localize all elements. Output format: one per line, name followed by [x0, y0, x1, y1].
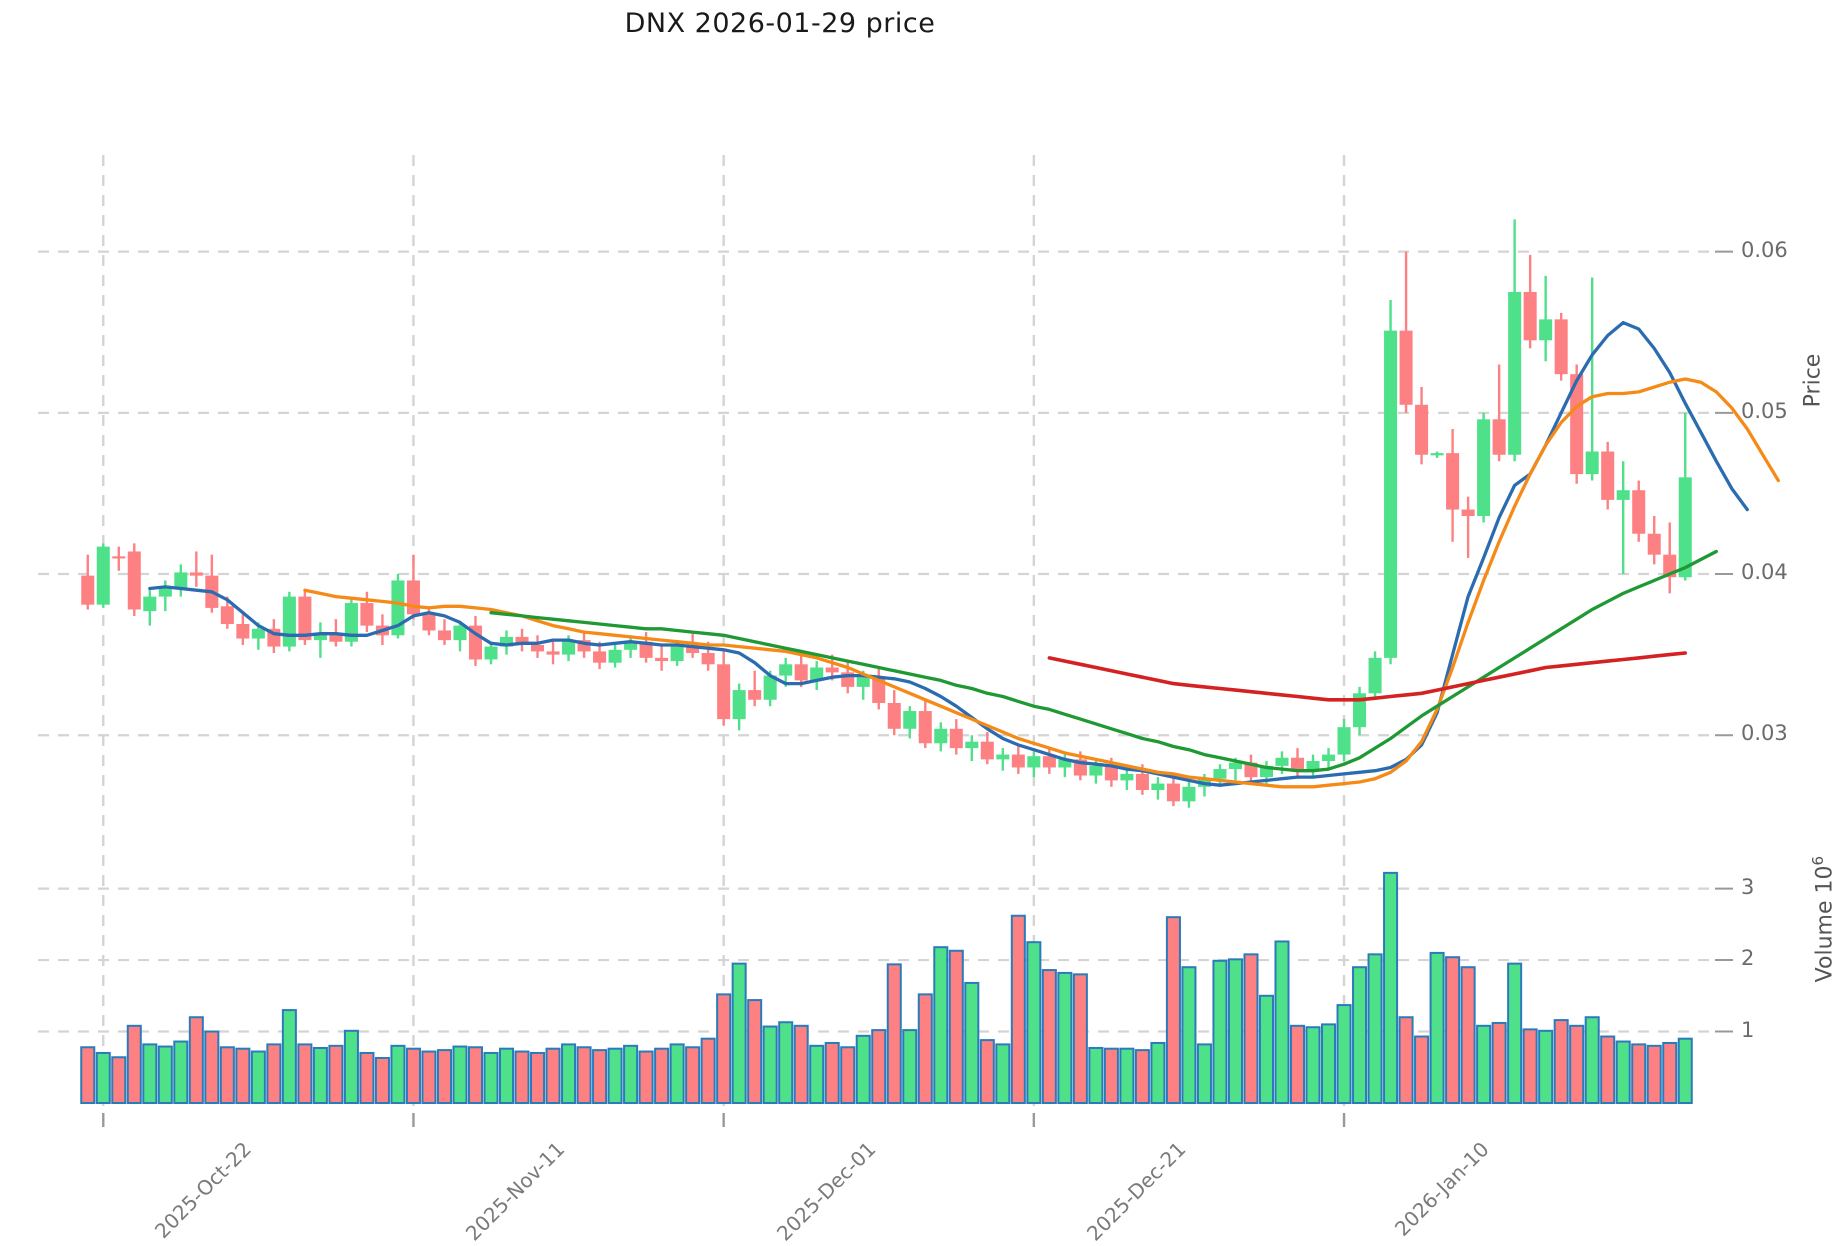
chart-title: DNX 2026-01-29 price	[624, 8, 936, 39]
volume-axis-title: Volume 106	[1809, 856, 1837, 982]
moving-average-lines	[148, 320, 1780, 789]
volume-axis-title-text: Volume 10	[1812, 865, 1838, 983]
volume-bars	[80, 871, 1693, 1105]
price-axis-title: Price	[1800, 353, 1826, 408]
volume-axis-exponent: 6	[1809, 856, 1827, 866]
axis-ticks	[102, 250, 1733, 1127]
price-candles	[81, 219, 1692, 808]
